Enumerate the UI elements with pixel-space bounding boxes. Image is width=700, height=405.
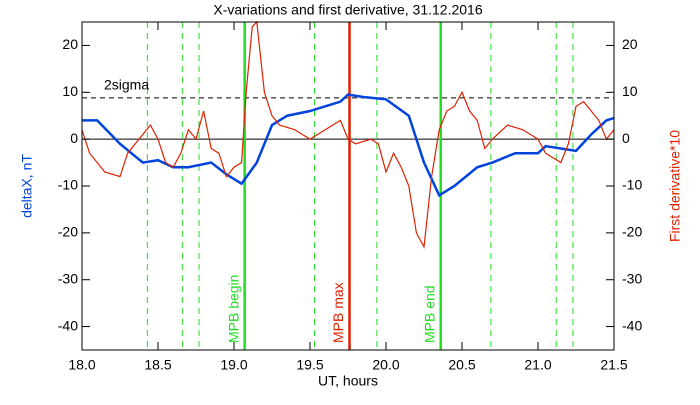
y2-axis-label: First derivative*10 xyxy=(667,130,683,242)
y-tick-label: -30 xyxy=(58,270,78,286)
marker-label: MPB begin xyxy=(225,275,241,343)
series-line xyxy=(82,93,615,198)
y-tick-label: 20 xyxy=(62,36,78,52)
chart-title: X-variations and first derivative, 31.12… xyxy=(213,2,482,18)
threshold-label: 2sigma xyxy=(104,77,149,93)
y-tick-label: 10 xyxy=(62,83,78,99)
plot-frame xyxy=(81,21,615,351)
x-axis-label: UT, hours xyxy=(318,373,378,389)
x-tick-label: 18.5 xyxy=(144,357,171,373)
marker-label: MPB end xyxy=(421,285,437,343)
y2-tick-label: -10 xyxy=(622,177,642,193)
x-tick-label: 20.5 xyxy=(448,357,475,373)
y-axis-label: deltaX, nT xyxy=(19,154,35,218)
x-tick-label: 19.5 xyxy=(296,357,323,373)
y2-tick-label: -30 xyxy=(622,270,642,286)
marker-label: MPB max xyxy=(330,282,346,343)
y2-tick-label: -40 xyxy=(622,317,642,333)
y2-tick-label: 10 xyxy=(622,83,638,99)
y2-tick-label: 0 xyxy=(622,130,630,146)
x-tick-label: 18.0 xyxy=(68,357,95,373)
x-tick-label: 21.5 xyxy=(600,357,627,373)
x-tick-label: 21.0 xyxy=(524,357,551,373)
y2-tick-label: -20 xyxy=(622,224,642,240)
y-tick-label: 0 xyxy=(70,130,78,146)
x-tick-label: 19.0 xyxy=(220,357,247,373)
y-tick-label: -40 xyxy=(58,317,78,333)
y-tick-label: -10 xyxy=(58,177,78,193)
series-line xyxy=(81,20,615,249)
x-tick-label: 20.0 xyxy=(372,357,399,373)
y-tick-label: -20 xyxy=(58,224,78,240)
y2-tick-label: 20 xyxy=(622,36,638,52)
